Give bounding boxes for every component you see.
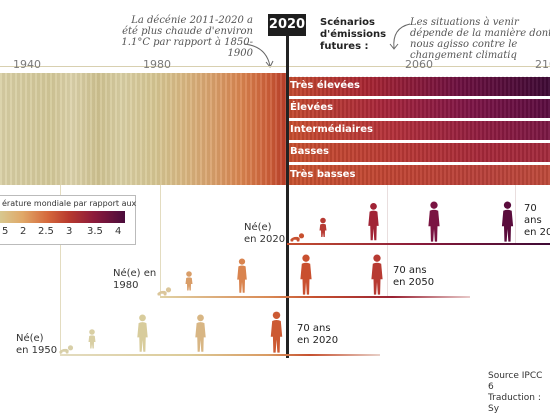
legend-tick-3: 3 [66,226,73,237]
annotation-past-decade: La décénie 2011-2020 a été plus chaude d… [121,15,253,59]
year-axis-line [0,66,550,67]
person-1950-adult [195,314,206,352]
scenario-band-low [288,143,550,162]
legend-tick-4: 4 [115,226,122,237]
year-2020-divider [286,36,289,358]
annotation-future-actions: Les situations à venir dépende de la man… [410,17,550,61]
past-stripes [0,73,288,185]
cohort-2020-age70-label: 70 ans en 20 [524,203,550,238]
cohort-1950-age70-label: 70 ans en 2020 [297,323,339,346]
person-1950-baby [59,345,74,354]
axis-year-1940: 1940 [13,58,41,71]
person-2020-adult [428,201,440,242]
timeline-1980 [160,296,470,298]
scenario-intermediate-label: Intermédiaires [290,124,373,135]
band-separators [288,73,550,185]
axis-year-2060: 2060 [405,58,433,71]
scenario-band-very-high [288,77,550,96]
person-2020-baby [290,233,305,242]
past-stripe-texture [0,73,288,185]
legend-tick-15: 5 [2,226,9,237]
scenarios-title: Scénarios d'émissions futures : [320,17,387,52]
person-2020-youth [368,203,379,241]
future-stripe-texture [288,73,550,185]
person-1980-child [185,271,193,291]
cohort-2020-born-label: Né(e) en 2020 [244,222,286,245]
scenario-low-label: Basses [290,146,330,157]
guide-line-1980 [160,185,161,297]
person-1950-child [88,329,96,349]
person-2020-child [319,217,327,237]
annotation-arrow-left [243,43,274,68]
legend-tick-25: 2.5 [38,226,54,237]
person-1980-adult [300,254,312,295]
person-figures [59,201,514,354]
timeline-1950 [60,354,380,356]
timeline-2020 [287,243,550,245]
axis-year-2100: 210 [535,58,550,71]
axis-year-1980: 1980 [143,58,171,71]
legend-title: érature mondiale par rapport aux [2,199,137,208]
scenario-high-label: Élevées [290,102,334,113]
translation-line: Traduction : Sy [488,393,541,414]
person-1950-youth [137,314,148,352]
person-1980-baby [157,287,172,296]
guide-line-2090 [515,185,516,245]
source-line: Source IPCC 6 [488,371,543,392]
legend-tick-35: 3.5 [87,226,103,237]
scenario-very-low-label: Très basses [290,169,356,180]
temperature-legend: érature mondiale par rapport aux 5 2 2.5… [0,195,136,245]
current-year-label: 2020 [268,14,306,36]
scenario-band-very-low [288,165,550,185]
cohort-1980-born-label: Né(e) en 1980 [113,268,157,291]
person-1980-youth [237,258,247,293]
scenario-very-high-label: Très élevées [290,80,360,91]
scenario-band-high [288,99,550,118]
warming-stripes [0,73,550,185]
annotation-arrow-right [389,23,411,50]
scenario-band-intermediate [288,121,550,140]
legend-tick-2: 2 [20,226,27,237]
cohort-1950-born-label: Né(e) en 1950 [16,333,58,356]
guide-line-1950 [60,185,61,355]
cohort-1980-age70-label: 70 ans en 2050 [393,265,435,288]
legend-color-scale [0,211,125,223]
source-credit: Source IPCC 6 Traduction : Sy [488,371,550,415]
guide-line-2050 [387,185,388,297]
person-1950-senior [270,311,283,353]
person-1980-senior [371,254,383,295]
person-2020-senior [501,201,514,242]
